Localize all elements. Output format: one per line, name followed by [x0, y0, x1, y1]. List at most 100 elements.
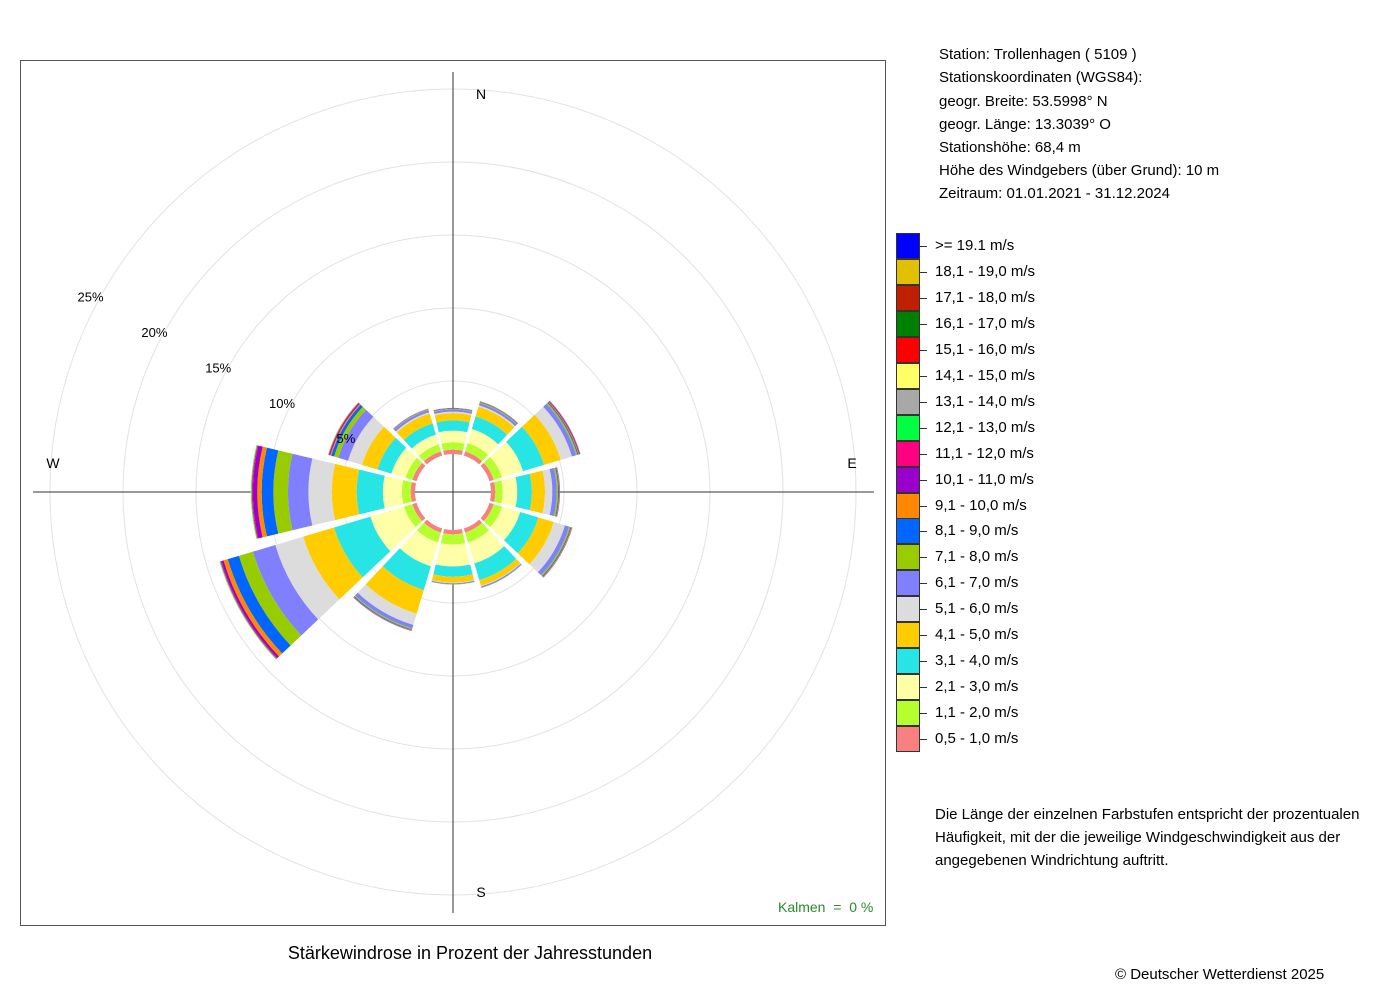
rose-segment-90-0: [489, 482, 496, 502]
legend-tick: [920, 531, 927, 533]
legend-tick: [920, 557, 927, 559]
rose-segment-60-2: [490, 441, 523, 478]
compass-label-s: S: [476, 884, 485, 900]
rose-segment-240-1: [403, 504, 423, 528]
rose-segment-0-9: [433, 408, 473, 411]
legend-swatch: [896, 233, 920, 259]
station-elevation: Stationshöhe: 68,4 m: [939, 139, 1081, 156]
rose-segment-90-2: [501, 477, 518, 507]
legend-swatch: [896, 492, 920, 519]
rose-segment-240-3: [334, 516, 391, 578]
legend-item: 14,1 - 15,0 m/s: [896, 362, 1096, 389]
rose-segment-210-3: [382, 548, 431, 590]
legend-swatch: [896, 284, 920, 311]
legend-tick: [920, 661, 927, 663]
plot-frame: [20, 60, 886, 926]
legend-swatch: [896, 440, 920, 467]
legend-label: 18,1 - 19,0 m/s: [935, 262, 1036, 280]
rose-segment-180-2: [435, 543, 471, 567]
legend-label: 13,1 - 14,0 m/s: [935, 392, 1036, 410]
rose-segment-0-7: [433, 408, 473, 412]
rose-segment-120-3: [503, 512, 539, 554]
rose-segment-210-0: [423, 519, 443, 533]
legend-tick: [920, 271, 927, 273]
rose-segment-210-5: [357, 584, 417, 625]
rose-segment-240-5: [275, 536, 340, 620]
rose-segment-270-3: [356, 469, 385, 515]
rose-segment-330-5: [395, 412, 430, 433]
rose-segment-60-3: [506, 426, 544, 472]
rose-segment-180-1: [440, 533, 466, 545]
legend-tick: [920, 246, 927, 247]
rose-segment-270-11: [251, 445, 259, 539]
rose-segment-150-1: [465, 522, 490, 543]
rose-segment-120-1: [483, 504, 503, 528]
ring-label-20: 20%: [141, 325, 167, 340]
rose-segment-210-6: [355, 592, 414, 629]
legend-swatch: [896, 388, 920, 415]
legend-label: 7,1 - 8,0 m/s: [935, 548, 1019, 566]
rose-segment-90-4: [529, 470, 546, 514]
rose-segment-120-5: [529, 522, 565, 573]
rose-segment-180-0: [443, 528, 463, 535]
rose-segment-270-10: [252, 445, 263, 539]
rose-segment-270-5: [308, 458, 336, 526]
rose-segment-240-0: [412, 502, 426, 522]
legend-label: 6,1 - 7,0 m/s: [935, 574, 1019, 592]
rose-segment-330-2: [411, 434, 439, 456]
rose-segment-90-3: [515, 473, 532, 511]
legend-tick: [920, 323, 927, 325]
legend-label: 14,1 - 15,0 m/s: [935, 366, 1036, 384]
legend-swatch: [896, 726, 920, 753]
rose-segment-0-0: [443, 449, 463, 456]
legend-item: 9,1 - 10,0 m/s: [896, 492, 1096, 519]
legend-swatch: [896, 258, 920, 285]
rose-segment-180-4: [432, 574, 474, 583]
rose-segment-240-6: [252, 544, 319, 636]
coordinates-header: Stationskoordinaten (WGS84):: [939, 69, 1143, 86]
rose-segment-210-4: [365, 566, 424, 614]
legend-label: 15,1 - 16,0 m/s: [935, 340, 1036, 358]
rose-segment-300-0: [412, 462, 426, 482]
rose-segment-120-4: [517, 517, 554, 565]
rose-segment-180-3: [433, 564, 473, 577]
legend-label: 9,1 - 10,0 m/s: [935, 496, 1027, 514]
rose-segment-240-8: [227, 555, 291, 654]
legend-swatch: [896, 466, 920, 493]
rose-segment-300-4: [362, 426, 396, 470]
legend-label: 2,1 - 3,0 m/s: [935, 678, 1019, 696]
legend-item: 3,1 - 4,0 m/s: [896, 648, 1096, 675]
legend-tick: [920, 453, 927, 455]
legend-tick: [920, 297, 927, 299]
legend-tick: [920, 583, 927, 585]
legend-swatch: [896, 544, 920, 571]
copyright: © Deutscher Wetterdienst 2025: [1115, 966, 1325, 983]
legend-label: >= 19.1 m/s: [935, 237, 1015, 254]
legend-item: 1,1 - 2,0 m/s: [896, 700, 1096, 727]
legend-item: 4,1 - 5,0 m/s: [896, 622, 1096, 649]
rose-segment-120-6: [537, 525, 570, 576]
legend-tick: [920, 739, 927, 741]
compass-label-n: N: [476, 86, 486, 102]
legend-tick: [920, 687, 927, 689]
rose-segment-180-6: [431, 580, 475, 585]
compass-label-e: E: [847, 455, 856, 471]
legend-item: 12,1 - 13,0 m/s: [896, 414, 1096, 441]
legend-item: 2,1 - 3,0 m/s: [896, 674, 1096, 701]
legend-tick: [920, 713, 927, 715]
rose-segment-0-2: [438, 430, 468, 444]
rose-segment-270-8: [261, 447, 279, 537]
ring-label-25: 25%: [78, 290, 104, 305]
legend-swatch: [896, 648, 920, 675]
rose-segment-30-4: [475, 406, 515, 435]
legend-label: 4,1 - 5,0 m/s: [935, 626, 1019, 644]
rose-segment-330-4: [396, 413, 433, 440]
ring-label-10: 10%: [269, 396, 295, 411]
rose-segment-0-8: [433, 408, 473, 412]
rose-segment-30-0: [463, 451, 483, 465]
rose-segment-180-5: [431, 580, 475, 584]
rose-segment-30-5: [478, 405, 516, 428]
rose-segment-60-5: [534, 406, 572, 460]
legend-item: 11,1 - 12,0 m/s: [896, 440, 1096, 467]
rose-segment-300-5: [348, 416, 385, 465]
